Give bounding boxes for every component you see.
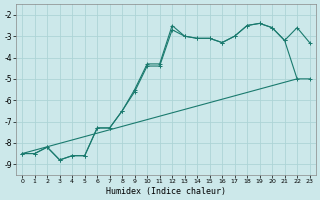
X-axis label: Humidex (Indice chaleur): Humidex (Indice chaleur) <box>106 187 226 196</box>
